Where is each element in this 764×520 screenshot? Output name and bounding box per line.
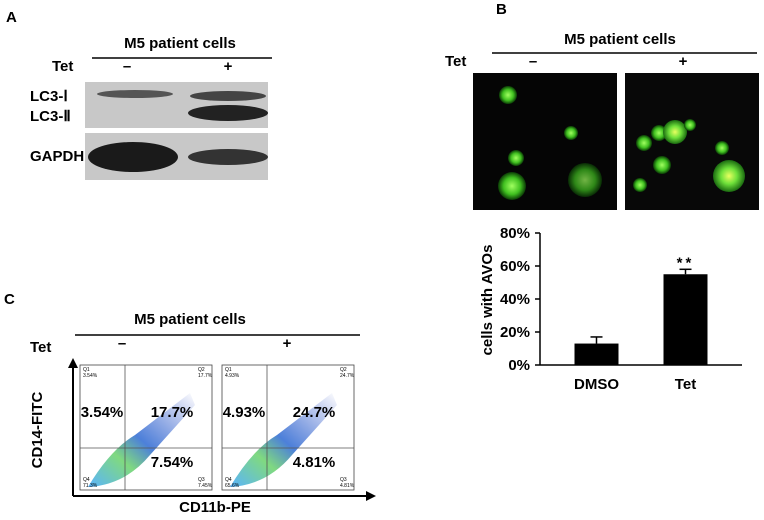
panel-title: M5 patient cells — [564, 31, 676, 48]
condition: – — [529, 53, 537, 70]
cell — [564, 126, 578, 140]
arrow-head — [68, 358, 78, 368]
band — [188, 105, 268, 121]
cell — [684, 119, 696, 131]
bar — [574, 343, 619, 365]
treatment-label: Tet — [52, 58, 73, 75]
quadrant-percent: 4.81% — [293, 454, 336, 471]
quadrant-percent: 24.7% — [293, 404, 336, 421]
cell — [653, 156, 671, 174]
panel-title: M5 patient cells — [124, 35, 236, 52]
band-label: GAPDH — [30, 148, 84, 165]
quadrant-percent: 4.93% — [223, 404, 266, 421]
condition: + — [283, 335, 292, 352]
quadrant-small: 4.81% — [340, 483, 355, 489]
condition: + — [224, 58, 233, 75]
quadrant-small: Q2 — [340, 367, 347, 373]
cell — [636, 135, 652, 151]
cell — [713, 160, 745, 192]
quadrant-percent: 3.54% — [81, 404, 124, 421]
cell — [508, 150, 524, 166]
band-label: LC3-Ⅱ — [30, 108, 71, 125]
annotation: ** — [677, 254, 695, 271]
band — [97, 90, 173, 98]
cell — [498, 172, 526, 200]
y-tick-label: 40% — [500, 291, 530, 308]
blot — [85, 82, 268, 128]
quadrant-small: Q4 — [225, 477, 232, 483]
cell — [663, 120, 687, 144]
quadrant-small: Q4 — [83, 477, 90, 483]
x-axis-label: CD11b-PE — [179, 499, 251, 515]
quadrant-small: Q2 — [198, 367, 205, 373]
condition: – — [123, 58, 131, 75]
bar — [663, 274, 708, 365]
y-axis-label: cells with AVOs — [479, 245, 496, 356]
arrow-head — [366, 491, 376, 501]
x-tick-label: Tet — [675, 376, 696, 393]
panel-label: A — [6, 9, 17, 26]
band-label: LC3-Ⅰ — [30, 88, 68, 105]
condition: – — [118, 335, 126, 352]
y-tick-label: 0% — [508, 357, 530, 374]
y-tick-label: 60% — [500, 258, 530, 275]
panel-label: C — [4, 291, 15, 308]
y-tick-label: 20% — [500, 324, 530, 341]
quadrant-small: 65.6% — [225, 483, 240, 489]
panel-label: B — [496, 1, 507, 18]
quadrant-small: 7.45% — [198, 483, 213, 489]
band — [88, 142, 178, 172]
x-tick-label: DMSO — [574, 376, 619, 393]
quadrant-small: Q3 — [198, 477, 205, 483]
quadrant-small: Q3 — [340, 477, 347, 483]
cell — [568, 163, 602, 197]
quadrant-small: 71.3% — [83, 483, 98, 489]
treatment-label: Tet — [30, 339, 51, 356]
quadrant-small: 24.7% — [340, 373, 355, 379]
cell — [499, 86, 517, 104]
flow-density — [88, 393, 195, 487]
flow-density — [230, 393, 337, 487]
quadrant-percent: 17.7% — [151, 404, 194, 421]
condition: + — [679, 53, 688, 70]
quadrant-small: 4.93% — [225, 373, 240, 379]
cell — [651, 125, 667, 141]
y-axis-label: CD14-FITC — [29, 391, 46, 468]
quadrant-small: 3.54% — [83, 373, 98, 379]
quadrant-percent: 7.54% — [151, 454, 194, 471]
quadrant-small: Q1 — [225, 367, 232, 373]
panel-title: M5 patient cells — [134, 311, 246, 328]
treatment-label: Tet — [445, 53, 466, 70]
band — [190, 91, 266, 101]
band — [188, 149, 268, 165]
quadrant-small: Q1 — [83, 367, 90, 373]
cell — [633, 178, 647, 192]
cell — [715, 141, 729, 155]
y-tick-label: 80% — [500, 225, 530, 242]
quadrant-small: 17.7% — [198, 373, 213, 379]
